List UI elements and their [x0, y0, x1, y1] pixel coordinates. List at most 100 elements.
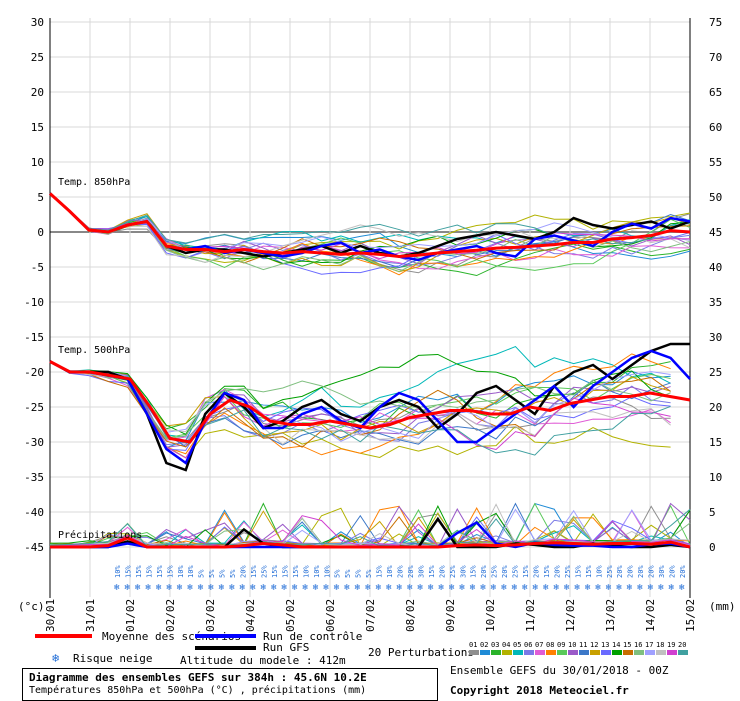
y-right-tick: 50	[709, 191, 722, 204]
snowflake-icon: ❄	[365, 583, 371, 593]
perturbation-swatch	[502, 650, 512, 655]
snowflake-icon: ❄	[438, 583, 444, 593]
x-date-tick: 04/02	[244, 599, 257, 632]
perturbation-swatch	[469, 650, 479, 655]
snow-risk-pct: 25%	[260, 565, 268, 578]
snowflake-icon: ❄	[449, 583, 455, 593]
perturbation-swatch	[656, 650, 666, 655]
x-date-tick: 03/02	[204, 599, 217, 632]
snowflake-icon: ❄	[606, 583, 612, 593]
snowflake-icon: ❄	[386, 583, 392, 593]
snow-risk-pct: 15%	[124, 565, 132, 578]
perturbation-line	[49, 361, 671, 439]
x-axis-ticks: 30/01 31/01 01/02 02/02 03/02 04/02 05/02 06/02…	[44, 599, 697, 632]
snow-risk-pct: 15%	[585, 565, 593, 578]
x-date-tick: 10/02	[484, 599, 497, 632]
snow-risk-pct: 15%	[292, 565, 300, 578]
y-left-tick: 20	[31, 86, 44, 99]
perturbation-swatch	[634, 650, 644, 655]
snowflake-icon: ❄	[344, 583, 350, 593]
snow-risk-pct: 25%	[564, 565, 572, 578]
snowflake-icon: ❄	[240, 583, 246, 593]
snow-risk-pct: 15%	[145, 565, 153, 578]
y-left-tick: -45	[24, 541, 44, 554]
snowflake-icon: ❄	[627, 583, 633, 593]
snow-risk-pct: 30%	[459, 565, 467, 578]
snow-risk-pct: 20%	[616, 565, 624, 578]
snowflake-icon: ❄	[459, 583, 465, 593]
perturbation-swatch	[557, 650, 567, 655]
y-left-tick: -35	[24, 471, 44, 484]
snow-risk-pct: 15%	[135, 565, 143, 578]
y-right-tick: 70	[709, 51, 722, 64]
control-line-t500	[49, 349, 691, 465]
perturbation-swatch	[579, 650, 589, 655]
perturbation-swatch	[667, 650, 677, 655]
snow-risk-pct: 15%	[166, 565, 174, 578]
y-right-tick: 0	[709, 541, 716, 554]
mean-line-precip	[50, 536, 691, 549]
chart-title: Diagramme des ensembles GEFS sur 384h : …	[29, 671, 367, 684]
snowflake-icon: ❄	[407, 583, 413, 593]
perturbation-id: 15	[623, 641, 631, 649]
legend-snow-label: Risque neige	[73, 652, 152, 665]
snowflake-icon: ❄	[187, 583, 193, 593]
snowflake-icon: ❄	[260, 583, 266, 593]
left-unit-label: (°c)	[18, 600, 45, 613]
snowflake-icon: ❄	[428, 583, 434, 593]
snowflake-icon: ❄	[135, 583, 141, 593]
perturbation-id: 14	[612, 641, 620, 649]
snow-risk-pct: 15%	[271, 565, 279, 578]
snowflake-icon: ❄	[574, 583, 580, 593]
y-left-tick: -25	[24, 401, 44, 414]
snowflake-icon: ❄	[491, 583, 497, 593]
perturbation-id: 17	[645, 641, 653, 649]
perturbation-swatch	[546, 650, 556, 655]
snow-risk-pct: 20%	[553, 565, 561, 578]
y-left-tick: 0	[37, 226, 44, 239]
y-right-tick: 55	[709, 156, 722, 169]
y-right-tick: 75	[709, 16, 722, 29]
snowflake-icon: ❄	[669, 583, 675, 593]
y-left-tick: 5	[37, 191, 44, 204]
snowflake-icon: ❄	[637, 583, 643, 593]
y-left-tick: 10	[31, 156, 44, 169]
t850-section-label: Temp. 850hPa	[58, 177, 130, 188]
snowflake-icon: ❄	[114, 583, 120, 593]
snowflake-icon: ❄	[564, 583, 570, 593]
y-right-tick: 65	[709, 86, 722, 99]
snowflake-icon: ❄	[124, 583, 130, 593]
x-date-tick: 11/02	[524, 599, 537, 632]
perturbation-id: 01	[469, 641, 477, 649]
snowflake-icon: ❄	[553, 583, 559, 593]
snowflake-icon: ❄	[229, 583, 235, 593]
snow-risk-pct: 20%	[669, 565, 677, 578]
perturbation-swatch	[590, 650, 600, 655]
x-date-tick: 01/02	[124, 599, 137, 632]
snowflake-icon: ❄	[156, 583, 162, 593]
perturbation-swatch	[568, 650, 578, 655]
perturbation-id: 06	[524, 641, 532, 649]
snow-risk-pct: 20%	[533, 565, 541, 578]
snow-risk-pct: 15%	[574, 565, 582, 578]
perturbation-id: 02	[480, 641, 488, 649]
snowflake-icon: ❄	[595, 583, 601, 593]
y-left-tick: -15	[24, 331, 44, 344]
snow-risk-pct: 15%	[281, 565, 289, 578]
perturbation-id: 20	[678, 641, 686, 649]
snowflake-icon: ❄	[145, 583, 151, 593]
snow-risk-pct: 10%	[177, 565, 185, 578]
x-date-tick: 07/02	[364, 599, 377, 632]
snow-risk-pct: 25%	[606, 565, 614, 578]
snow-risk-pct: 25%	[449, 565, 457, 578]
perturbation-id: 04	[502, 641, 510, 649]
perturbation-id: 08	[546, 641, 554, 649]
legend-control-label: Run de contrôle	[263, 630, 362, 643]
perturbations-label: 20 Perturbations	[368, 646, 474, 659]
x-date-tick: 02/02	[164, 599, 177, 632]
title-box: Diagramme des ensembles GEFS sur 384h : …	[22, 668, 438, 701]
snow-risk-pct: 10%	[302, 565, 310, 578]
precip-section-label: Précipitations	[58, 529, 142, 541]
snow-risk-pct: 15%	[250, 565, 258, 578]
